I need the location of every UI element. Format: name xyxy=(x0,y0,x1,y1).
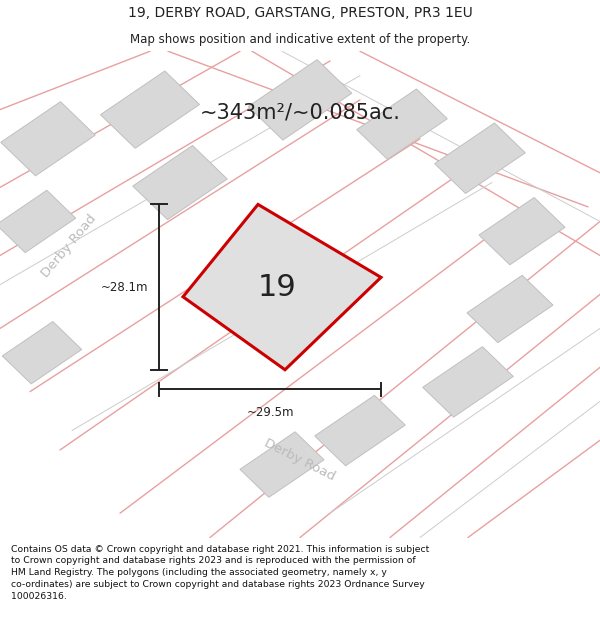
Text: ~343m²/~0.085ac.: ~343m²/~0.085ac. xyxy=(200,102,400,122)
Polygon shape xyxy=(2,322,82,384)
Polygon shape xyxy=(479,198,565,265)
Text: Contains OS data © Crown copyright and database right 2021. This information is : Contains OS data © Crown copyright and d… xyxy=(11,544,429,601)
Polygon shape xyxy=(1,102,95,176)
Polygon shape xyxy=(314,395,406,466)
Polygon shape xyxy=(100,71,200,148)
Polygon shape xyxy=(240,432,324,498)
Text: ~28.1m: ~28.1m xyxy=(101,281,148,294)
Text: Derby Road: Derby Road xyxy=(262,436,338,483)
Polygon shape xyxy=(356,89,448,159)
Text: 19: 19 xyxy=(257,272,296,302)
Text: ~29.5m: ~29.5m xyxy=(246,406,294,419)
Polygon shape xyxy=(248,59,352,140)
Polygon shape xyxy=(422,347,514,417)
Polygon shape xyxy=(467,275,553,342)
Text: Derby Road: Derby Road xyxy=(39,212,99,280)
Polygon shape xyxy=(434,123,526,194)
Text: 19, DERBY ROAD, GARSTANG, PRESTON, PR3 1EU: 19, DERBY ROAD, GARSTANG, PRESTON, PR3 1… xyxy=(128,6,472,20)
Polygon shape xyxy=(133,146,227,219)
Polygon shape xyxy=(0,190,76,253)
Text: Map shows position and indicative extent of the property.: Map shows position and indicative extent… xyxy=(130,34,470,46)
Polygon shape xyxy=(183,204,381,370)
